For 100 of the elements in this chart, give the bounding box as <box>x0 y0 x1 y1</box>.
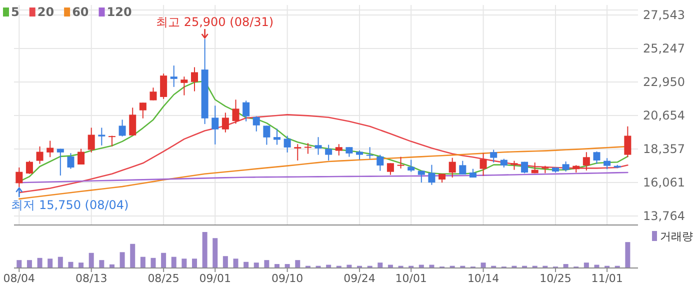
legend-label: 5 <box>11 5 20 19</box>
bar <box>99 260 104 268</box>
bar <box>48 258 53 268</box>
candlestick <box>366 146 374 160</box>
annotation: 최저 15,750 (08/04) <box>11 198 129 212</box>
x-tick-label: 10/01 <box>395 272 427 285</box>
candlestick <box>284 135 291 153</box>
candlestick <box>88 127 95 153</box>
candlestick <box>376 154 384 172</box>
bar <box>584 262 589 268</box>
candlestick <box>118 119 126 137</box>
bar <box>202 232 208 268</box>
candlestick <box>304 142 312 154</box>
candlestick <box>325 144 332 161</box>
bar <box>130 244 136 268</box>
candlestick <box>139 102 146 119</box>
candlestick <box>36 146 44 164</box>
candlestick <box>67 152 74 170</box>
candlestick <box>510 160 518 170</box>
y-tick-label: 27,543 <box>643 8 685 22</box>
bar <box>233 258 238 268</box>
x-tick-label: 09/24 <box>344 272 376 285</box>
candlestick <box>274 128 281 146</box>
candlestick <box>180 76 188 96</box>
y-tick-label: 18,357 <box>643 142 685 156</box>
candlestick <box>582 152 590 172</box>
candlestick <box>252 116 260 132</box>
candlestick <box>190 66 198 92</box>
candlestick <box>263 125 270 146</box>
candlestick <box>129 107 136 136</box>
x-tick-label: 10/25 <box>540 272 572 285</box>
legend-label: 60 <box>72 5 89 19</box>
bar <box>192 258 197 268</box>
bar <box>78 262 84 268</box>
bar <box>182 258 187 268</box>
x-tick-label: 11/01 <box>591 272 623 285</box>
bar <box>16 260 22 268</box>
bar <box>161 252 166 268</box>
y-tick-label: 20,654 <box>643 108 685 122</box>
bar <box>378 262 383 268</box>
candlestick <box>46 140 54 158</box>
annotation: 최고 25,900 (08/31) <box>156 14 274 29</box>
candlestick <box>26 160 33 174</box>
bar <box>171 256 176 268</box>
candlestick <box>397 156 404 170</box>
candlestick <box>242 100 250 122</box>
bar <box>625 242 630 268</box>
candlestick <box>232 99 240 124</box>
candlestick <box>459 160 466 176</box>
bar <box>26 260 32 268</box>
candlestick <box>604 158 611 170</box>
candlestick <box>624 126 632 158</box>
y-tick-label: 16,061 <box>643 175 685 190</box>
candlestick <box>562 160 570 172</box>
bar <box>140 256 146 268</box>
bar <box>120 252 125 268</box>
x-tick-label: 08/04 <box>3 272 36 285</box>
candlestick <box>346 146 353 158</box>
candlestick <box>78 148 85 165</box>
candlestick <box>335 144 342 156</box>
candlestick <box>222 112 229 133</box>
candlestick <box>386 162 394 176</box>
candlestick <box>212 105 219 145</box>
candlestick <box>160 73 168 100</box>
y-tick-label: 13,764 <box>643 208 685 223</box>
candlestick <box>428 164 436 186</box>
candlestick <box>108 135 116 147</box>
bar <box>222 256 228 268</box>
bar <box>150 258 156 268</box>
candlestick <box>314 136 322 156</box>
bar <box>88 252 94 268</box>
candlestick <box>294 144 302 161</box>
candlestick <box>480 152 487 176</box>
x-tick-label: 08/25 <box>148 272 180 285</box>
x-tick-label: 09/01 <box>199 272 231 285</box>
candlestick <box>56 148 64 176</box>
x-tick-label: 10/14 <box>467 272 500 285</box>
bar <box>264 260 270 268</box>
x-tick-label: 09/10 <box>271 272 304 285</box>
legend-label: 120 <box>106 5 132 19</box>
bar <box>58 256 63 268</box>
bar <box>37 258 42 268</box>
candlestick <box>170 65 178 88</box>
bar <box>212 238 218 268</box>
candlestick <box>150 87 157 101</box>
bar <box>254 262 259 268</box>
legend-label: 거래량 <box>660 230 693 243</box>
candlestick <box>408 159 415 172</box>
y-tick-label: 22,950 <box>643 74 685 89</box>
candlestick <box>593 150 600 164</box>
candlestick <box>98 127 106 146</box>
x-tick-label: 08/13 <box>76 272 108 285</box>
bar <box>480 262 486 268</box>
y-tick-label: 25,247 <box>643 41 685 56</box>
bar <box>295 260 300 268</box>
candlestick <box>490 149 498 163</box>
candlestick <box>356 150 364 160</box>
bar <box>68 262 74 268</box>
candlestick <box>448 157 456 178</box>
legend-label: 20 <box>37 5 54 19</box>
